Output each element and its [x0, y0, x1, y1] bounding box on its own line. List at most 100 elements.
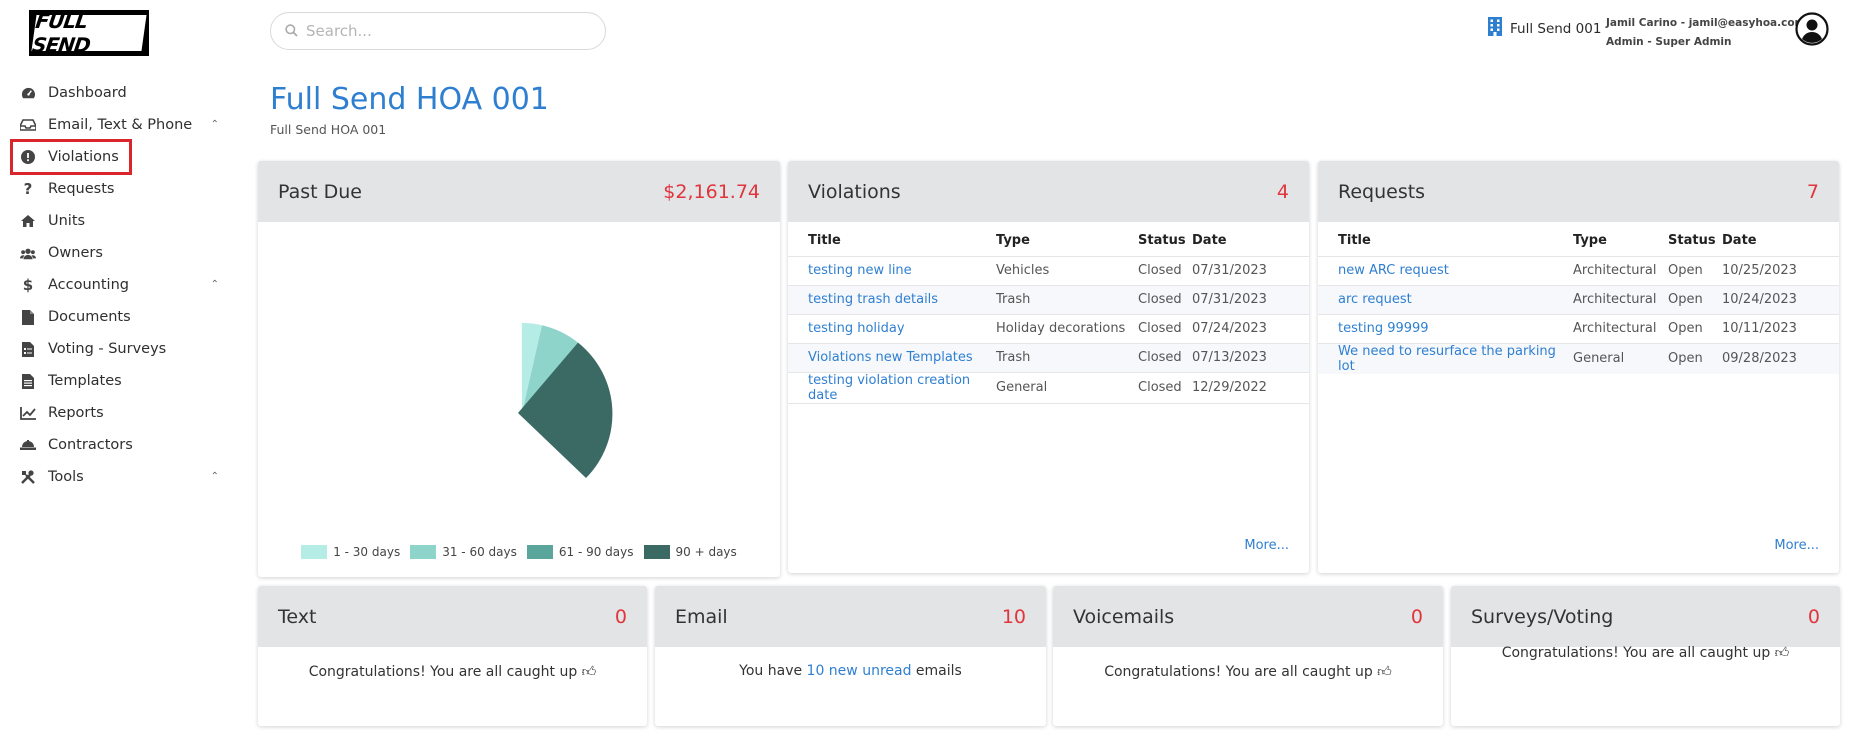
sidebar-item-documents[interactable]: Documents [12, 301, 227, 333]
request-status: Open [1668, 255, 1722, 285]
chevron-up-icon[interactable]: ⌃ [210, 471, 219, 482]
voicemails-card: Voicemails 0 Congratulations! You are al… [1053, 586, 1443, 726]
legend-item[interactable]: 90 + days [643, 545, 737, 559]
hoa-selector[interactable]: Full Send 001 [1488, 17, 1601, 40]
question-icon: ? [23, 180, 33, 198]
violations-more-link[interactable]: More... [1244, 538, 1289, 553]
thumbs-up-icon: 👍︎ [581, 664, 597, 680]
requests-count[interactable]: 7 [1806, 180, 1819, 203]
sidebar-item-email-text-phone[interactable]: Email, Text & Phone ⌃ [12, 109, 227, 141]
violation-type: Holiday decorations [996, 313, 1138, 343]
sidebar-item-label: Violations [48, 149, 119, 165]
unread-email-message: You have 10 new unread emails [655, 663, 1046, 679]
email-count[interactable]: 10 [1001, 605, 1026, 628]
column-header[interactable]: Title [1338, 233, 1371, 249]
message-prefix: You have [739, 663, 807, 679]
pie-slice-1-30 [521, 322, 542, 413]
violation-title-link[interactable]: testing holiday [788, 313, 996, 343]
column-header[interactable]: Status [1138, 233, 1186, 249]
request-status: Open [1668, 342, 1722, 374]
table-row[interactable]: arc request Architectural Open 10/24/202… [1318, 284, 1839, 314]
table-row[interactable]: testing new line Vehicles Closed 07/31/2… [788, 255, 1309, 285]
surveys-voting-card: Surveys/Voting 0 Congratulations! You ar… [1451, 586, 1840, 726]
sidebar-item-violations[interactable]: Violations [10, 139, 132, 175]
sidebar-item-label: Voting - Surveys [48, 341, 167, 357]
request-title-link[interactable]: arc request [1318, 284, 1573, 314]
request-date: 09/28/2023 [1722, 342, 1839, 374]
avatar[interactable] [1795, 12, 1829, 46]
gauge-icon [20, 85, 36, 101]
voicemails-count[interactable]: 0 [1410, 605, 1423, 628]
sidebar-item-label: Documents [48, 309, 131, 325]
sidebar-item-dashboard[interactable]: Dashboard [12, 77, 227, 109]
column-header[interactable]: Date [1192, 233, 1227, 249]
sidebar-item-label: Owners [48, 245, 103, 261]
violation-title-link[interactable]: testing new line [788, 255, 996, 285]
sidebar-item-reports[interactable]: Reports [12, 397, 227, 429]
table-row[interactable]: testing 99999 Architectural Open 10/11/2… [1318, 313, 1839, 343]
sidebar-item-units[interactable]: Units [12, 205, 227, 237]
message-text: Congratulations! You are all caught up [308, 664, 578, 680]
chevron-up-icon[interactable]: ⌃ [210, 279, 219, 290]
sidebar-item-contractors[interactable]: Contractors [12, 429, 227, 461]
sidebar-item-label: Accounting [48, 277, 129, 293]
thumbs-up-icon: 👍︎ [1377, 664, 1392, 680]
column-header[interactable]: Status [1668, 233, 1716, 249]
home-icon [20, 213, 36, 229]
request-status: Open [1668, 313, 1722, 343]
request-title-link[interactable]: We need to resurface the parking lot [1318, 342, 1573, 374]
violation-type: Trash [996, 284, 1138, 314]
table-row[interactable]: We need to resurface the parking lot Gen… [1318, 342, 1839, 374]
search-bar[interactable] [270, 12, 606, 50]
legend-item[interactable]: 61 - 90 days [526, 545, 634, 559]
search-input[interactable] [306, 22, 586, 40]
sidebar-item-owners[interactable]: Owners [12, 237, 227, 269]
unread-emails-link[interactable]: 10 new unread [806, 663, 912, 679]
column-header[interactable]: Type [996, 233, 1030, 249]
request-title-link[interactable]: new ARC request [1318, 255, 1573, 285]
table-row[interactable]: Violations new Templates Trash Closed 07… [788, 342, 1309, 372]
chevron-up-icon[interactable]: ⌃ [210, 119, 219, 130]
surveys-count[interactable]: 0 [1807, 605, 1820, 628]
sidebar-item-requests[interactable]: ? Requests [12, 173, 227, 205]
violation-status: Closed [1138, 371, 1192, 404]
table-row[interactable]: testing violation creation date General … [788, 371, 1309, 404]
sidebar-item-templates[interactable]: Templates [12, 365, 227, 397]
violation-title-link[interactable]: Violations new Templates [788, 342, 996, 372]
legend-item[interactable]: 31 - 60 days [410, 545, 517, 559]
users-icon [20, 245, 36, 261]
column-header[interactable]: Title [808, 233, 841, 249]
violation-date: 07/24/2023 [1192, 313, 1309, 343]
card-header: Voicemails 0 [1053, 586, 1443, 647]
card-title: Voicemails [1073, 605, 1175, 628]
column-header[interactable]: Type [1573, 233, 1607, 249]
past-due-card: Past Due $2,161.74 1 - 30 days 31 - 60 d… [258, 161, 780, 577]
request-type: Architectural [1573, 284, 1668, 314]
sidebar-item-voting-surveys[interactable]: Voting - Surveys [12, 333, 227, 365]
table-row[interactable]: testing holiday Holiday decorations Clos… [788, 313, 1309, 343]
sidebar-item-label: Dashboard [48, 85, 127, 101]
past-due-pie-chart[interactable] [258, 222, 780, 532]
table-row[interactable]: new ARC request Architectural Open 10/25… [1318, 255, 1839, 285]
past-due-amount[interactable]: $2,161.74 [663, 180, 760, 203]
text-count[interactable]: 0 [614, 605, 627, 628]
sidebar-item-tools[interactable]: Tools ⌃ [12, 461, 227, 493]
violation-title-link[interactable]: testing trash details [788, 284, 996, 314]
pie-slice-90-plus [518, 342, 613, 478]
request-title-link[interactable]: testing 99999 [1318, 313, 1573, 343]
sidebar-item-accounting[interactable]: $ Accounting ⌃ [12, 269, 227, 301]
violation-title-link[interactable]: testing violation creation date [788, 371, 996, 404]
message-text: Congratulations! You are all caught up [1501, 645, 1771, 661]
requests-more-link[interactable]: More... [1774, 538, 1819, 553]
card-header: Requests 7 [1318, 161, 1839, 222]
card-header: Violations 4 [788, 161, 1309, 222]
requests-card: Requests 7 Title Type Status Date new AR… [1318, 161, 1839, 573]
sidebar-item-label: Email, Text & Phone [48, 117, 193, 133]
violations-count[interactable]: 4 [1276, 180, 1289, 203]
table-row[interactable]: testing trash details Trash Closed 07/31… [788, 284, 1309, 314]
column-header[interactable]: Date [1722, 233, 1757, 249]
sidebar-item-label: Requests [48, 181, 115, 197]
user-circle-icon [1795, 12, 1829, 46]
brand-logo[interactable]: FULL SEND [29, 9, 149, 57]
legend-item[interactable]: 1 - 30 days [301, 545, 400, 559]
